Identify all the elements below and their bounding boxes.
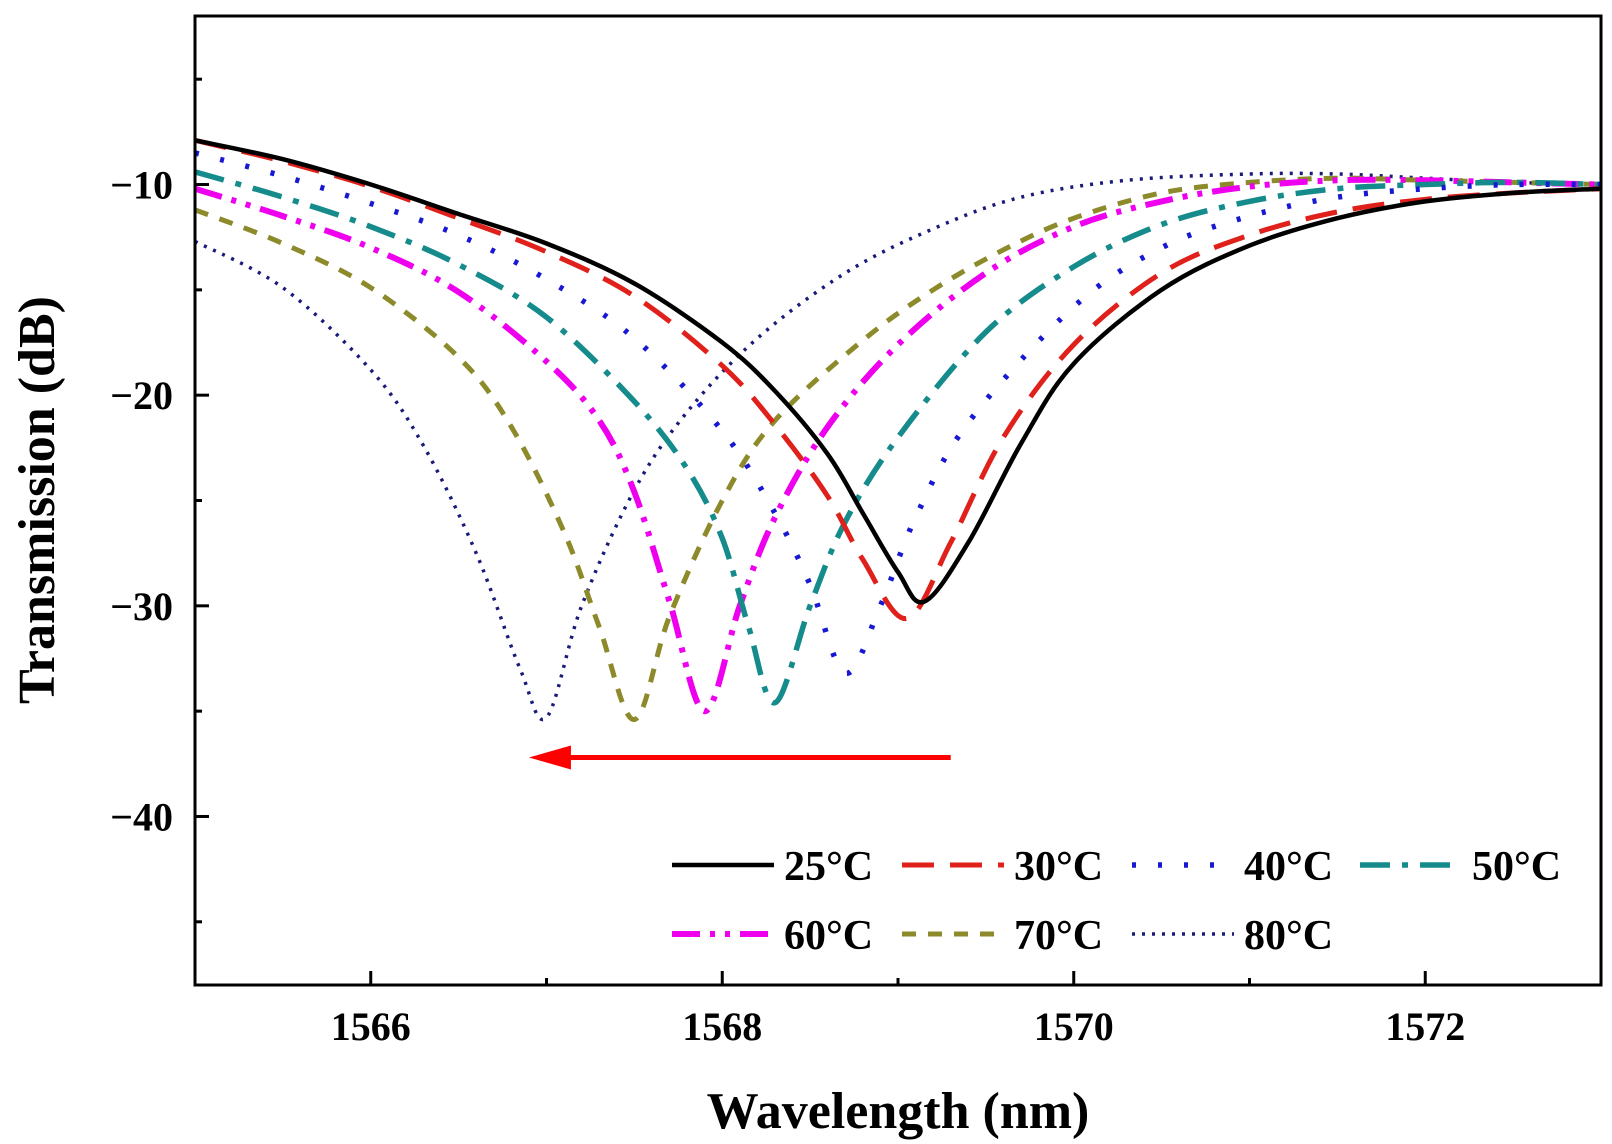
series-line-60C xyxy=(195,176,1601,715)
y-axis: −10 −20 −30 −40 xyxy=(110,77,209,924)
legend-label: 40°C xyxy=(1244,844,1333,890)
legend: 25°C 30°C 40°C 50°C 60°C 70°C 80°C xyxy=(672,844,1561,959)
series-line-40C xyxy=(195,150,1601,676)
legend-item-60C: 60°C xyxy=(672,913,873,959)
legend-item-25C: 25°C xyxy=(672,844,873,890)
legend-item-40C: 40°C xyxy=(1132,844,1333,890)
legend-label: 25°C xyxy=(784,844,873,890)
x-axis-label: Wavelength (nm) xyxy=(707,1083,1090,1140)
y-tick-label: −20 xyxy=(110,373,173,418)
x-tick-label: 1572 xyxy=(1385,1004,1465,1049)
y-axis-label: Transmission (dB) xyxy=(9,296,66,704)
x-tick-label: 1568 xyxy=(682,1004,762,1049)
series-line-25C xyxy=(195,138,1601,605)
legend-label: 30°C xyxy=(1014,844,1103,890)
x-tick-label: 1570 xyxy=(1034,1004,1114,1049)
legend-item-50C: 50°C xyxy=(1360,844,1561,890)
series-layer xyxy=(195,137,1601,723)
annotation-layer xyxy=(528,745,951,770)
series-line-70C xyxy=(195,175,1601,723)
legend-label: 80°C xyxy=(1244,913,1333,959)
series-line-50C xyxy=(195,169,1601,706)
legend-item-80C: 80°C xyxy=(1132,913,1333,959)
legend-label: 50°C xyxy=(1472,844,1561,890)
y-tick-label: −30 xyxy=(110,584,173,629)
legend-item-70C: 70°C xyxy=(902,913,1103,959)
series-line-80C xyxy=(195,171,1601,722)
x-tick-label: 1566 xyxy=(331,1004,411,1049)
y-tick-label: −40 xyxy=(110,794,173,839)
legend-item-30C: 30°C xyxy=(902,844,1103,890)
shift-arrow-head xyxy=(528,745,571,770)
series-line-30C xyxy=(195,137,1601,621)
legend-label: 70°C xyxy=(1014,913,1103,959)
legend-label: 60°C xyxy=(784,913,873,959)
y-tick-label: −10 xyxy=(110,163,173,208)
plot-frame xyxy=(193,14,1603,987)
x-axis: 1566 1568 1570 1572 xyxy=(331,971,1465,1049)
